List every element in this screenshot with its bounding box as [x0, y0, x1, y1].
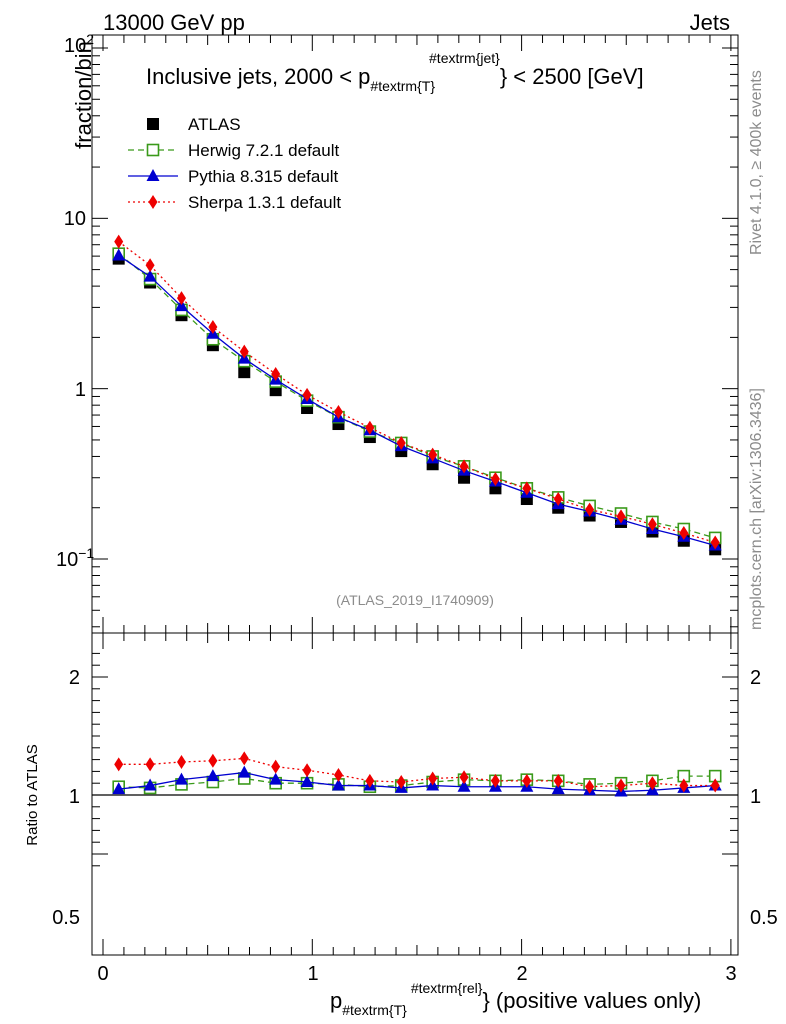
- sherpa-ratio-point: [239, 751, 249, 766]
- sherpa-point: [396, 435, 406, 450]
- ratio-tick-label-right-2: 2: [750, 667, 761, 689]
- sherpa-ratio-point: [114, 757, 124, 772]
- ratio-plot-frame: [91, 632, 739, 956]
- sherpa-ratio-point: [710, 778, 720, 793]
- pythia-line: [118, 254, 716, 547]
- pythia-point: [143, 269, 157, 282]
- rivet-version-label: Rivet 4.1.0, ≥ 400k events: [748, 70, 765, 255]
- pythia-ratio-point: [269, 772, 283, 785]
- ratio-tick-label-right-0.5: 0.5: [750, 907, 778, 929]
- legend: ATLAS Herwig 7.2.1 default Pythia 8.315 de…: [128, 115, 341, 212]
- legend-label-sherpa: Sherpa 1.3.1 default: [188, 193, 341, 212]
- pythia-ratio-point: [112, 782, 126, 795]
- x-tick-label-0: 0: [97, 963, 108, 985]
- y-tick-label-10: 10: [64, 208, 86, 230]
- pythia-point: [112, 248, 126, 261]
- sherpa-ratio-point: [271, 759, 281, 774]
- x-tick-label-3: 3: [725, 963, 736, 985]
- pythia-ratio-point: [174, 772, 188, 785]
- sherpa-line: [118, 241, 716, 544]
- sherpa-point: [679, 526, 689, 541]
- sherpa-ratio-point: [302, 763, 312, 778]
- main-series-marks: [112, 234, 722, 556]
- sherpa-ratio-line: [118, 757, 716, 788]
- sherpa-point: [271, 366, 281, 381]
- sherpa-point: [114, 234, 124, 249]
- sherpa-ratio-point: [176, 754, 186, 769]
- sherpa-ratio-point: [459, 770, 469, 785]
- main-axis-ticks: [92, 35, 738, 633]
- y-tick-label-0.1: 10−1: [56, 545, 94, 571]
- pythia-point: [174, 299, 188, 312]
- ratio-tick-label-2: 2: [69, 667, 80, 689]
- sherpa-point: [710, 535, 720, 550]
- sherpa-ratio-point: [522, 773, 532, 788]
- legend-label-pythia: Pythia 8.315 default: [188, 167, 339, 186]
- sherpa-ratio-point: [585, 779, 595, 794]
- x-axis-label: p#textrm{T}#textrm{rel}} (positive value…: [330, 980, 701, 1018]
- sherpa-ratio-point: [145, 757, 155, 772]
- category-label: Jets: [690, 10, 730, 35]
- legend-marker-pythia: [146, 169, 160, 181]
- sherpa-ratio-point: [647, 776, 657, 791]
- pythia-ratio-point: [331, 778, 345, 791]
- sherpa-point: [522, 481, 532, 496]
- sherpa-ratio-point: [333, 767, 343, 782]
- sherpa-point: [302, 387, 312, 402]
- y-axis-label: fraction/bin: [71, 41, 96, 149]
- energy-label: 13000 GeV pp: [103, 10, 245, 35]
- sherpa-point: [490, 471, 500, 486]
- x-tick-label-1: 1: [307, 963, 318, 985]
- y-tick-label-1: 1: [75, 379, 86, 401]
- sherpa-ratio-point: [616, 778, 626, 793]
- sherpa-ratio-point: [490, 773, 500, 788]
- sherpa-point: [333, 404, 343, 419]
- sherpa-point: [616, 509, 626, 524]
- sherpa-point: [239, 344, 249, 359]
- analysis-watermark: (ATLAS_2019_I1740909): [336, 592, 494, 608]
- sherpa-point: [428, 447, 438, 462]
- sherpa-ratio-point: [396, 775, 406, 790]
- legend-marker-sherpa: [148, 195, 158, 209]
- pythia-ratio-point: [551, 782, 565, 795]
- sherpa-point: [365, 420, 375, 435]
- sherpa-ratio-point: [365, 773, 375, 788]
- sherpa-point: [176, 291, 186, 306]
- ratio-tick-label-1: 1: [69, 786, 80, 808]
- sherpa-point: [459, 459, 469, 474]
- source-label: mcplots.cern.ch [arXiv:1306.3436]: [748, 388, 765, 630]
- legend-marker-herwig: [146, 143, 160, 157]
- sherpa-point: [208, 320, 218, 335]
- pythia-ratio-point: [206, 769, 220, 782]
- ratio-y-axis-label: Ratio to ATLAS: [24, 744, 41, 845]
- pythia-ratio-line: [118, 771, 716, 793]
- pythia-ratio-point: [143, 778, 157, 791]
- sherpa-point: [145, 258, 155, 273]
- sherpa-point: [553, 492, 563, 507]
- legend-label-atlas: ATLAS: [188, 115, 241, 134]
- atlas-point: [238, 366, 251, 379]
- ratio-tick-label-0.5: 0.5: [52, 907, 80, 929]
- y-tick-label-100: 102: [64, 31, 94, 57]
- pythia-ratio-point: [457, 779, 471, 792]
- pythia-ratio-point: [300, 775, 314, 788]
- plot-title: Inclusive jets, 2000 < p#textrm{T}#textr…: [146, 50, 644, 94]
- herwig-line: [118, 253, 716, 539]
- ratio-series-marks: [112, 751, 722, 797]
- legend-marker-atlas: [147, 118, 159, 130]
- legend-label-herwig: Herwig 7.2.1 default: [188, 141, 339, 160]
- sherpa-point: [585, 502, 595, 517]
- sherpa-ratio-point: [428, 771, 438, 786]
- sherpa-ratio-point: [553, 773, 563, 788]
- sherpa-point: [647, 517, 657, 532]
- pythia-ratio-point: [237, 765, 251, 778]
- x-tick-label-2: 2: [516, 963, 527, 985]
- sherpa-ratio-point: [679, 778, 689, 793]
- ratio-axis-ticks: [92, 633, 738, 955]
- ratio-tick-label-right-1: 1: [750, 786, 761, 808]
- sherpa-ratio-point: [208, 753, 218, 768]
